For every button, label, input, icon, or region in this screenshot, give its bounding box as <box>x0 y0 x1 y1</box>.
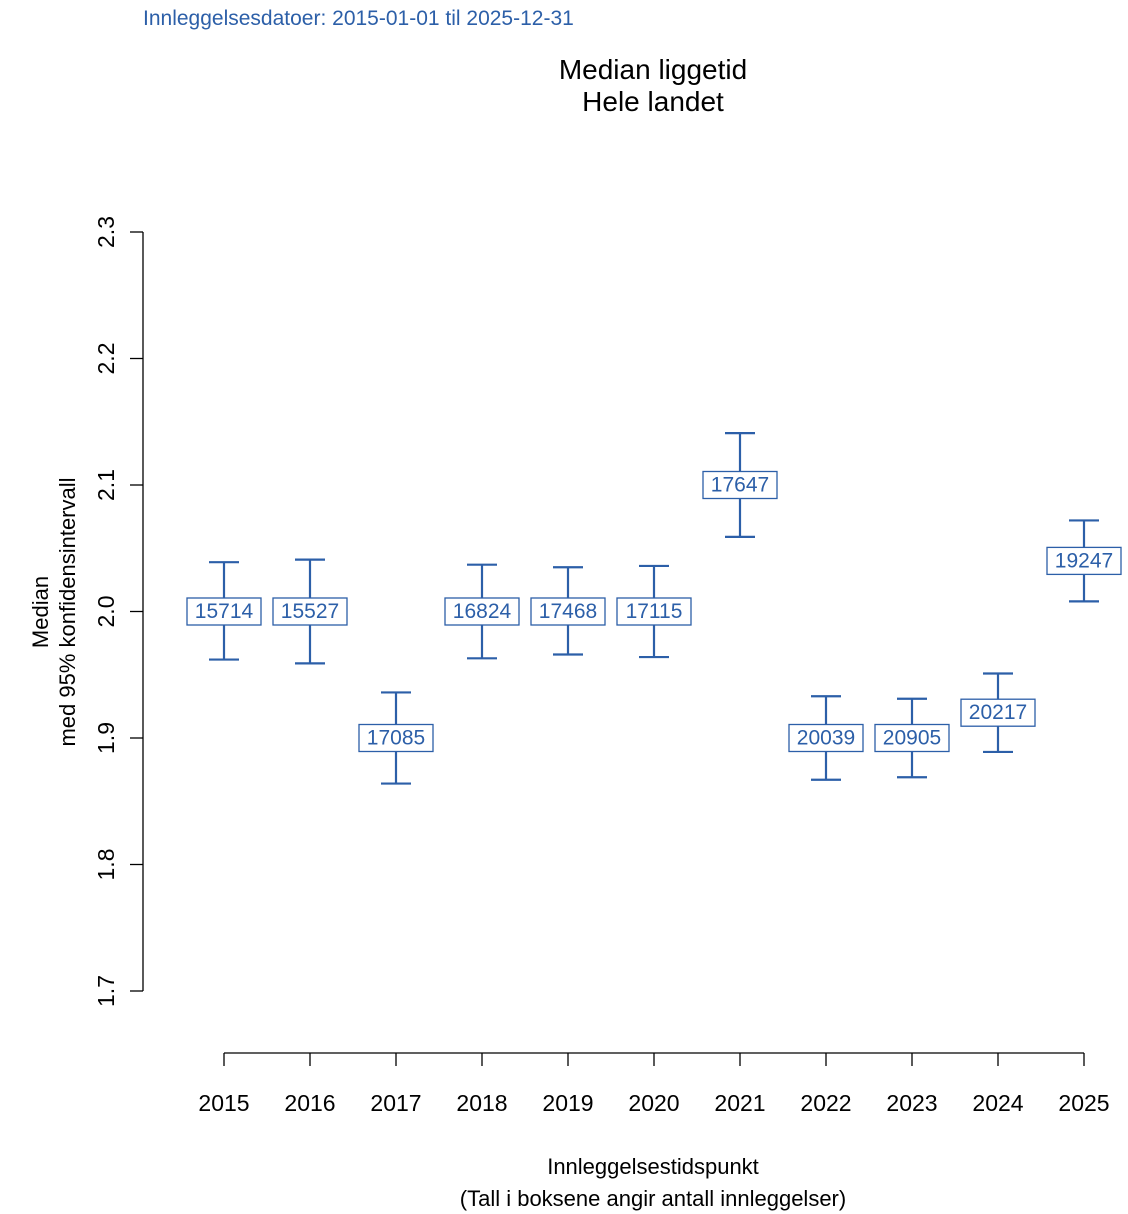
y-tick-label: 2.3 <box>93 216 119 248</box>
ci-point-2021: 17647 <box>702 432 778 538</box>
plot-marks: 15714 15527 17085 16824 17468 17115 17647 20039… <box>186 432 1122 785</box>
x-axis-label: Innleggelsestidspunkt <box>547 1154 759 1179</box>
count-label: 20217 <box>969 701 1027 724</box>
x-tick-label: 2025 <box>1058 1090 1109 1116</box>
x-tick-label: 2021 <box>714 1090 765 1116</box>
median-box <box>1046 546 1122 576</box>
ci-point-2020: 17115 <box>616 564 692 659</box>
ci-point-2023: 20905 <box>874 697 950 779</box>
x-axis-note: (Tall i boksene angir antall innleggelse… <box>460 1186 846 1211</box>
chart-title-line-2: Hele landet <box>582 86 724 117</box>
median-box <box>788 723 864 753</box>
ci-point-2019: 17468 <box>530 566 606 656</box>
median-box <box>530 597 606 626</box>
median-box <box>616 597 692 626</box>
y-tick-label: 1.8 <box>93 849 119 881</box>
count-label: 19247 <box>1055 549 1113 572</box>
ci-point-2024: 20217 <box>960 672 1036 754</box>
x-tick-label: 2024 <box>972 1090 1023 1116</box>
chart-title-line-1: Median liggetid <box>559 54 747 85</box>
median-box <box>874 723 950 753</box>
x-tick-label: 2018 <box>456 1090 507 1116</box>
x-tick-label: 2015 <box>198 1090 249 1116</box>
x-tick-label: 2016 <box>284 1090 335 1116</box>
y-tick-label: 1.7 <box>93 975 119 1007</box>
median-box <box>702 470 778 500</box>
ci-point-2022: 20039 <box>788 695 864 781</box>
count-label: 16824 <box>453 600 512 623</box>
x-tick-label: 2019 <box>542 1090 593 1116</box>
y-tick-label: 1.9 <box>93 722 119 754</box>
count-label: 15714 <box>195 600 254 623</box>
x-tick-label: 2023 <box>886 1090 937 1116</box>
y-tick-label: 2.1 <box>93 469 119 501</box>
median-box <box>272 597 348 626</box>
count-label: 20039 <box>797 727 855 750</box>
count-label: 17115 <box>626 600 683 623</box>
chart-subtitle: Innleggelsesdatoer: 2015-01-01 til 2025-… <box>143 7 574 30</box>
median-box <box>960 698 1036 727</box>
count-label: 15527 <box>281 600 339 623</box>
y-axis-label-line-1: Median <box>28 576 53 648</box>
y-tick-label: 2.2 <box>93 343 119 375</box>
ci-point-2016: 15527 <box>272 558 348 665</box>
y-tick-label: 2.0 <box>93 596 119 628</box>
x-tick-label: 2020 <box>628 1090 679 1116</box>
ci-point-2017: 17085 <box>358 691 434 785</box>
y-axis-label-line-2: med 95% konfidensintervall <box>55 477 80 746</box>
y-axis: 1.7 1.8 1.9 2.0 2.1 2.2 2.3 <box>93 216 144 1007</box>
count-label: 17468 <box>539 600 597 623</box>
x-axis: 2015 2016 2017 2018 2019 2020 2021 2022 2023 2024… <box>198 1052 1110 1116</box>
count-label: 17647 <box>711 474 769 497</box>
median-box <box>358 723 434 753</box>
x-tick-label: 2022 <box>800 1090 851 1116</box>
ci-point-2015: 15714 <box>186 561 262 661</box>
x-tick-label: 2017 <box>370 1090 421 1116</box>
count-label: 20905 <box>883 727 941 750</box>
median-box <box>444 597 520 626</box>
ci-point-2025: 19247 <box>1046 519 1122 603</box>
ci-point-2018: 16824 <box>444 563 520 660</box>
median-box <box>186 597 262 626</box>
count-label: 17085 <box>367 727 425 750</box>
